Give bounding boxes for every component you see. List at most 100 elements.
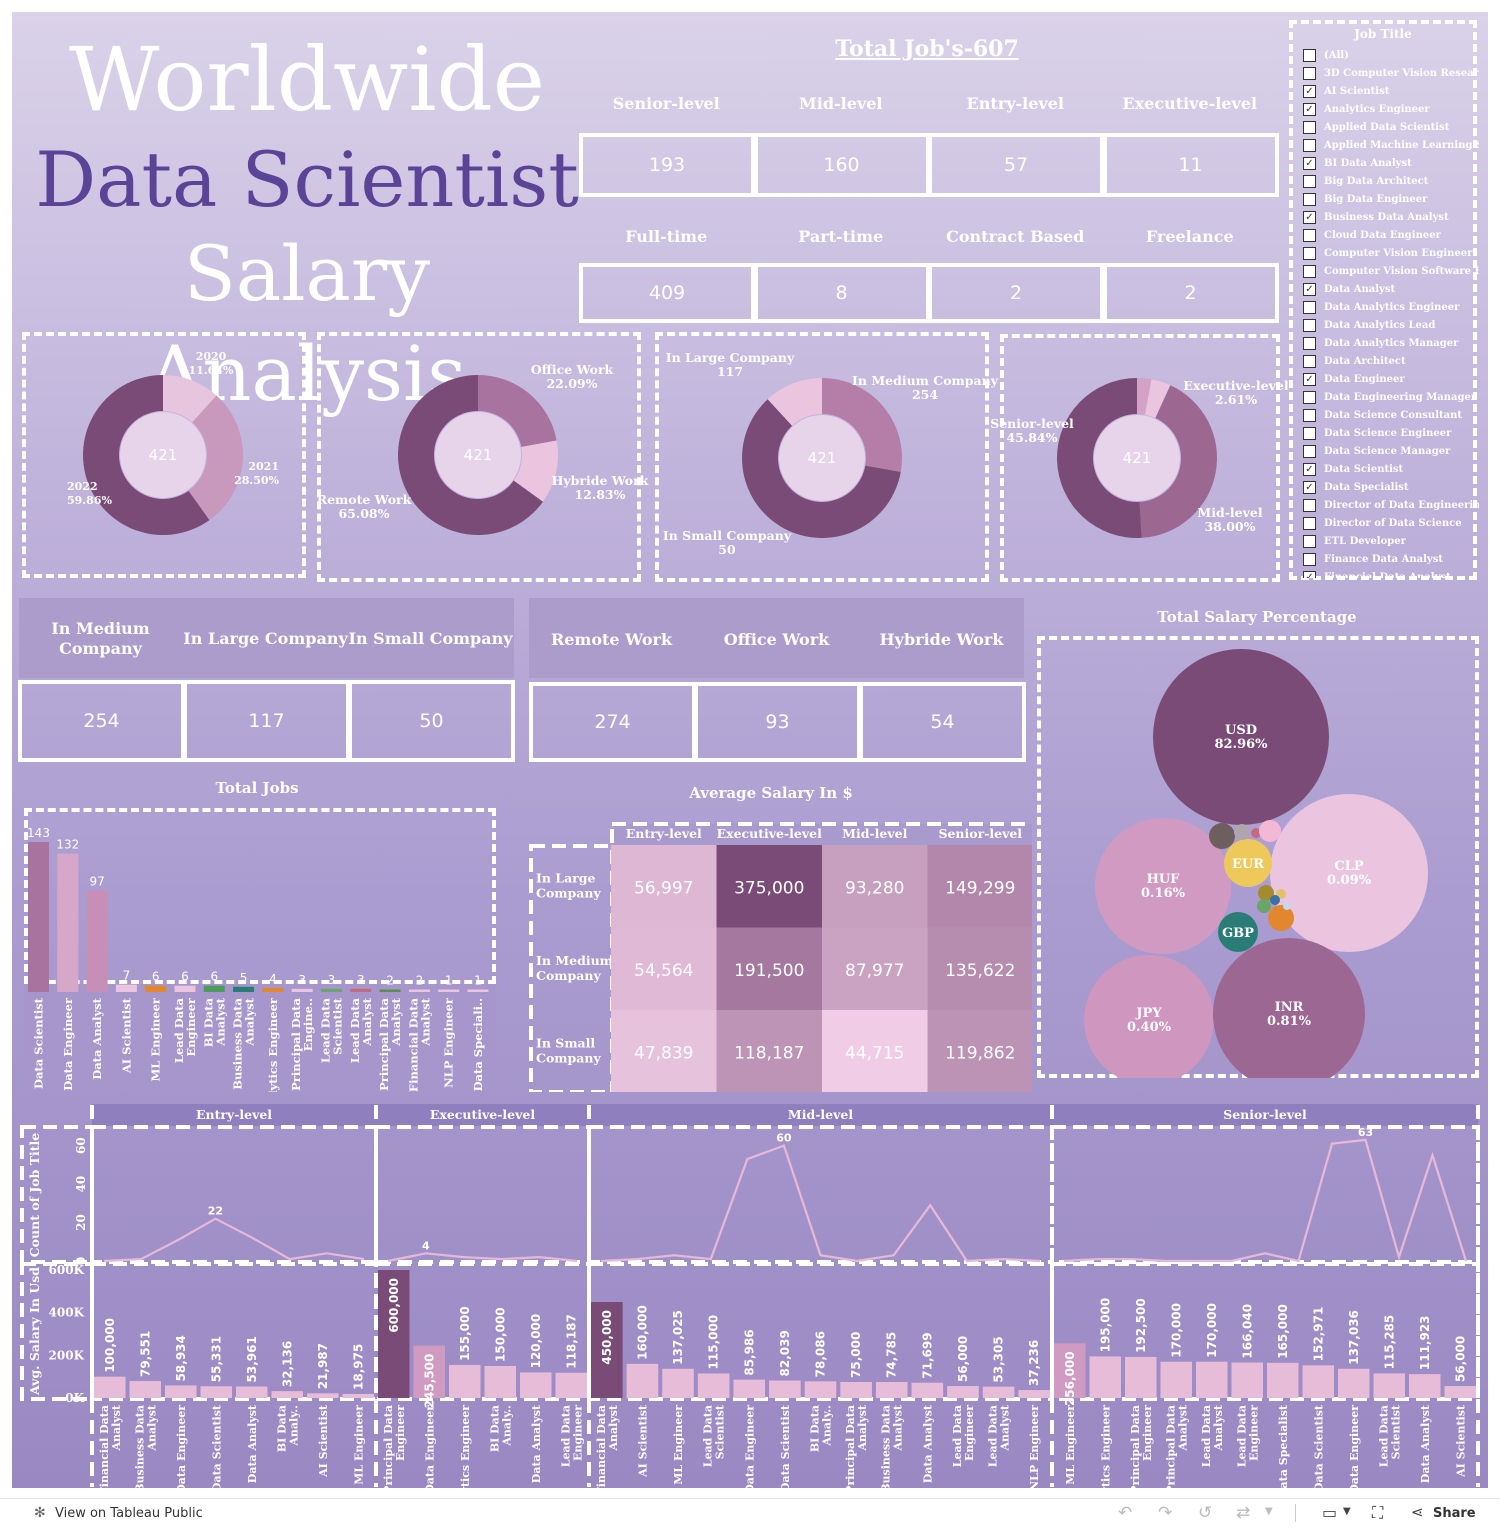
salary-bar[interactable] — [378, 1270, 410, 1398]
salary-bar[interactable] — [662, 1368, 694, 1398]
filter-item[interactable]: Data Science Consultant — [1303, 406, 1479, 424]
filter-item[interactable]: Data Analytics Engineer — [1303, 298, 1479, 316]
donut-slice[interactable] — [1144, 379, 1171, 419]
bar[interactable] — [174, 985, 196, 992]
salary-bar[interactable] — [520, 1372, 552, 1398]
bar[interactable] — [86, 890, 108, 992]
donut-slice[interactable] — [767, 378, 822, 426]
salary-bar[interactable] — [697, 1373, 730, 1398]
heatmap-cell[interactable] — [611, 845, 717, 928]
checkbox-icon[interactable] — [1303, 138, 1316, 152]
salary-bar[interactable] — [94, 1376, 126, 1398]
bar[interactable] — [408, 989, 430, 993]
donut-slice[interactable] — [397, 375, 543, 535]
revert-icon[interactable]: ↺ — [1198, 1503, 1213, 1523]
salary-bar[interactable] — [342, 1393, 375, 1398]
currency-bubble[interactable] — [1224, 839, 1272, 887]
checkbox-checked-icon[interactable]: ✓ — [1303, 480, 1316, 494]
salary-bar[interactable] — [236, 1386, 268, 1398]
salary-bar[interactable] — [1444, 1386, 1477, 1398]
filter-item[interactable]: Data Analytics Manager — [1303, 334, 1479, 352]
count-line[interactable] — [103, 1217, 365, 1263]
bar[interactable] — [291, 988, 313, 992]
checkbox-checked-icon[interactable]: ✓ — [1303, 84, 1316, 98]
salary-bar[interactable] — [1160, 1361, 1193, 1398]
salary-bar[interactable] — [1302, 1365, 1335, 1398]
redo-icon[interactable]: ↷ — [1158, 1503, 1173, 1523]
donut-slice[interactable] — [163, 375, 217, 423]
count-line[interactable] — [387, 1252, 578, 1263]
currency-bubble-small[interactable] — [1209, 823, 1235, 849]
filter-item[interactable]: ✓ Analytics Engineer — [1303, 100, 1479, 118]
bar[interactable] — [467, 989, 489, 993]
checkbox-icon[interactable] — [1303, 246, 1316, 260]
checkbox-icon[interactable] — [1303, 318, 1316, 332]
filter-item[interactable]: ✓ Data Specialist — [1303, 478, 1479, 496]
salary-bar[interactable] — [1054, 1343, 1086, 1398]
salary-bar[interactable] — [911, 1382, 944, 1398]
salary-bar[interactable] — [1409, 1374, 1441, 1398]
filter-item[interactable]: ✓ Data Engineer — [1303, 370, 1479, 388]
salary-bar[interactable] — [1196, 1361, 1228, 1398]
donut-slice[interactable] — [742, 399, 901, 539]
salary-bar[interactable] — [840, 1382, 872, 1398]
filter-item[interactable]: ✓ Data Scientist — [1303, 460, 1479, 478]
salary-bar[interactable] — [1125, 1356, 1157, 1398]
salary-bar[interactable] — [1267, 1362, 1299, 1398]
heatmap-cell[interactable] — [611, 1010, 717, 1092]
salary-bar[interactable] — [733, 1379, 766, 1398]
heatmap-cell[interactable] — [822, 1010, 928, 1092]
checkbox-icon[interactable] — [1303, 336, 1316, 350]
bar[interactable] — [145, 985, 167, 992]
currency-bubble-small[interactable] — [1268, 905, 1294, 931]
salary-bar[interactable] — [1231, 1362, 1264, 1398]
donut-slice[interactable] — [1057, 378, 1142, 538]
salary-bar[interactable] — [982, 1386, 1015, 1398]
salary-bar[interactable] — [875, 1382, 908, 1398]
bar[interactable] — [115, 984, 137, 992]
heatmap-cell[interactable] — [822, 845, 928, 928]
salary-bar[interactable] — [591, 1302, 623, 1398]
donut-slice[interactable] — [188, 395, 243, 521]
salary-bar[interactable] — [804, 1381, 837, 1398]
currency-bubble-small[interactable] — [1270, 895, 1280, 905]
filter-item[interactable]: ✓ Business Data Analyst — [1303, 208, 1479, 226]
filter-item[interactable]: Big Data Engineer — [1303, 190, 1479, 208]
currency-bubble[interactable] — [1153, 649, 1329, 825]
filter-item[interactable]: Data Science Manager — [1303, 442, 1479, 460]
salary-bar[interactable] — [484, 1366, 517, 1398]
currency-bubble-small[interactable] — [1234, 824, 1250, 840]
checkbox-icon[interactable] — [1303, 498, 1316, 512]
device-dropdown-icon[interactable]: ▼ — [1343, 1506, 1351, 1517]
heatmap-cell[interactable] — [927, 1010, 1033, 1092]
checkbox-icon[interactable] — [1303, 534, 1316, 548]
bar[interactable] — [321, 988, 342, 992]
filter-item[interactable]: Cloud Data Engineer — [1303, 226, 1479, 244]
count-line[interactable] — [1063, 1138, 1468, 1263]
salary-bar[interactable] — [555, 1372, 588, 1398]
filter-item[interactable]: ✓ Financial Data Analyst — [1303, 568, 1479, 578]
salary-bar[interactable] — [449, 1364, 481, 1398]
checkbox-icon[interactable] — [1303, 264, 1316, 278]
filter-item[interactable]: Applied Machine Learning Sc... — [1303, 136, 1479, 154]
currency-bubble[interactable] — [1084, 955, 1214, 1078]
filter-item[interactable]: Data Engineering Manager — [1303, 388, 1479, 406]
currency-bubble-small[interactable] — [1257, 899, 1271, 913]
checkbox-checked-icon[interactable]: ✓ — [1303, 372, 1316, 386]
checkbox-checked-icon[interactable]: ✓ — [1303, 156, 1316, 170]
share-icon[interactable]: ⋖ — [1411, 1503, 1424, 1521]
currency-bubble[interactable] — [1218, 912, 1258, 952]
salary-bar[interactable] — [1018, 1390, 1050, 1398]
checkbox-icon[interactable] — [1303, 354, 1316, 368]
checkbox-icon[interactable] — [1303, 408, 1316, 422]
donut-slice[interactable] — [1139, 385, 1217, 538]
undo-icon[interactable]: ↶ — [1118, 1503, 1133, 1523]
checkbox-icon[interactable] — [1303, 444, 1316, 458]
checkbox-icon[interactable] — [1303, 120, 1316, 134]
filter-item[interactable]: Applied Data Scientist — [1303, 118, 1479, 136]
currency-bubble-small[interactable] — [1283, 902, 1291, 910]
filter-item[interactable]: 3D Computer Vision Researcher — [1303, 64, 1479, 82]
salary-bar[interactable] — [626, 1363, 659, 1398]
share-button[interactable]: Share — [1433, 1506, 1476, 1521]
checkbox-icon[interactable] — [1303, 390, 1316, 404]
